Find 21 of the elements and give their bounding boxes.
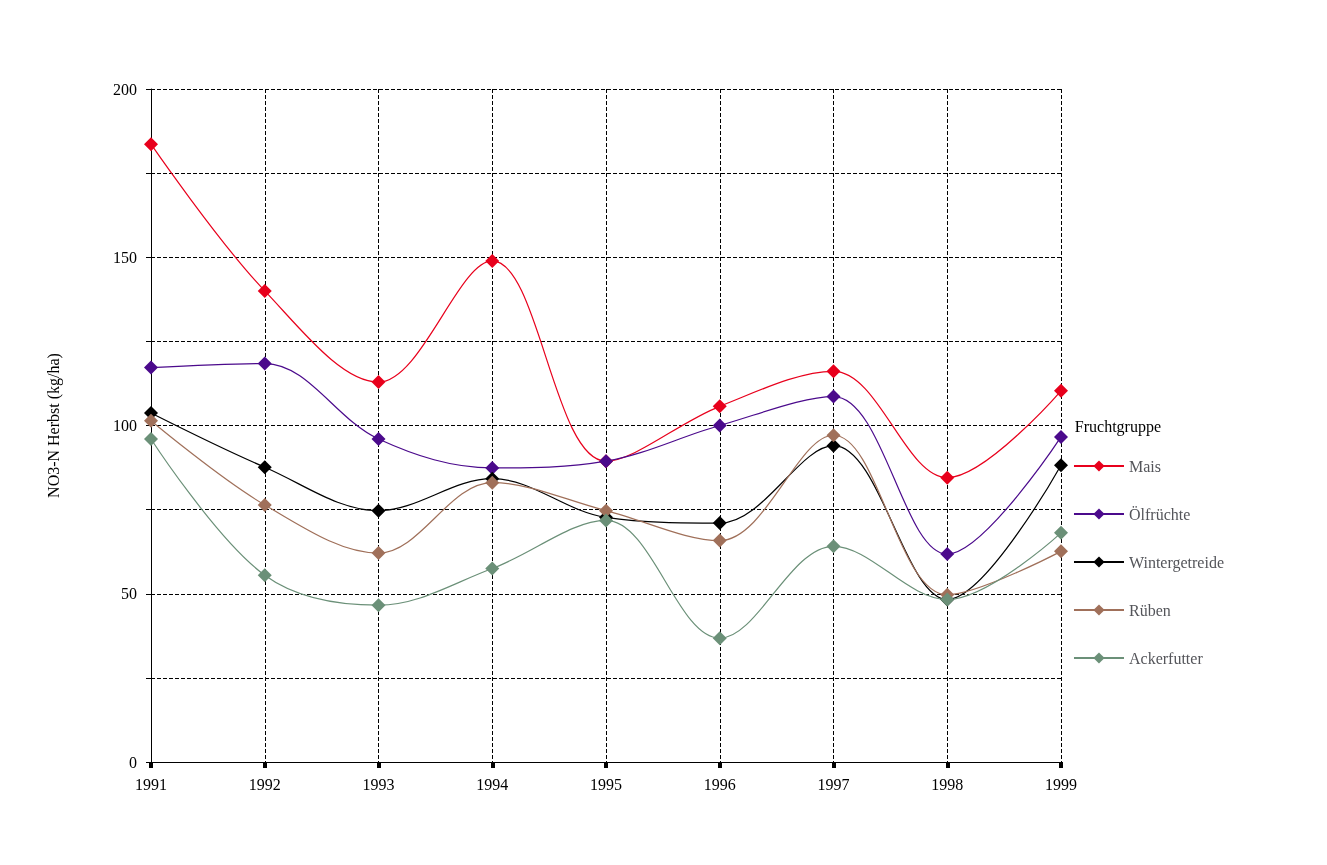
legend-label: Ackerfutter (1128, 649, 1204, 667)
x-tick-label: 1997 (817, 775, 850, 793)
y-tick-label: 200 (113, 80, 137, 98)
x-tick-label: 1991 (135, 775, 167, 793)
x-tick-label: 1999 (1045, 775, 1077, 793)
x-tick-label: 1998 (931, 775, 964, 793)
legend-title: Fruchtgruppe (1074, 417, 1161, 436)
y-tick-label: 100 (113, 417, 137, 434)
y-tick-label: 50 (121, 585, 137, 603)
y-tick-label: 0 (129, 753, 137, 771)
x-tick-label: 1996 (703, 775, 736, 793)
x-tick-label: 1995 (590, 775, 622, 793)
y-axis-title: NO3-N Herbst (kg/ha) (44, 353, 63, 498)
legend-label: Mais (1128, 457, 1161, 475)
y-tick-label: 150 (113, 248, 137, 266)
x-tick-label: 1994 (476, 775, 509, 793)
x-tick-label: 1993 (362, 775, 395, 793)
legend-label: Rüben (1128, 601, 1171, 619)
legend-label: Wintergetreide (1128, 553, 1224, 572)
legend-label: Ölfrüchte (1128, 505, 1191, 523)
x-tick-label: 1992 (248, 775, 281, 793)
